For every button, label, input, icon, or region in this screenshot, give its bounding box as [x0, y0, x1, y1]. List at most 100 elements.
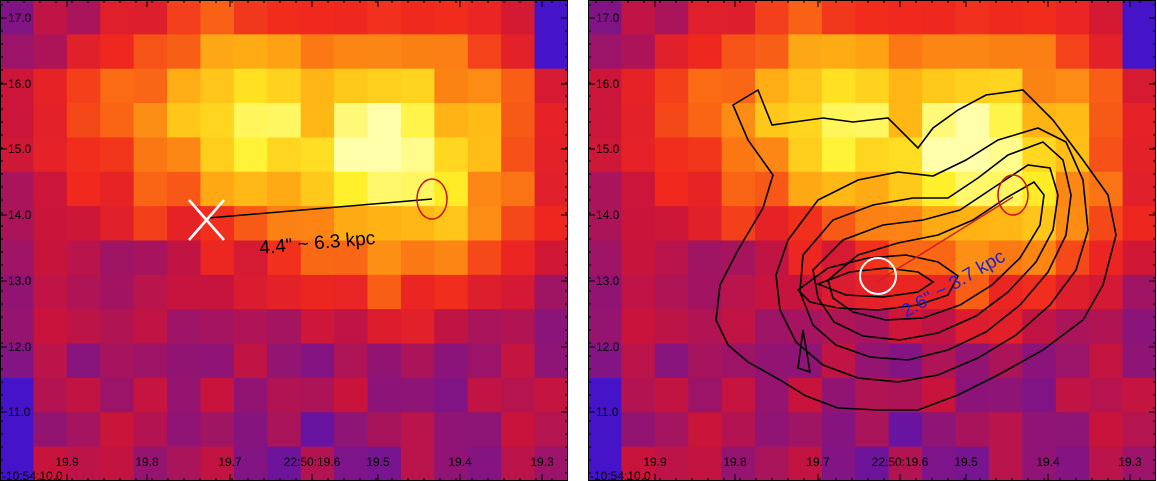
heatmap-pixel [300, 206, 335, 242]
heatmap-pixel [1122, 343, 1156, 379]
heatmap-pixel [100, 274, 135, 310]
heatmap-pixel [200, 137, 235, 173]
heatmap-pixel [688, 103, 723, 139]
heatmap-pixel [467, 171, 502, 207]
heatmap-pixel [133, 343, 168, 379]
heatmap-pixel [200, 171, 235, 207]
heatmap-pixel [588, 34, 623, 70]
dec-tick-label: 12.0 [8, 340, 32, 354]
heatmap-pixel [855, 377, 890, 413]
heatmap-pixel [988, 34, 1023, 70]
heatmap-pixel [66, 343, 101, 379]
heatmap-pixel [922, 103, 957, 139]
heatmap-pixel [0, 103, 35, 139]
heatmap-pixel [200, 34, 235, 70]
heatmap-pixel [621, 68, 656, 104]
x-marker [188, 199, 225, 241]
heatmap-pixel [33, 103, 68, 139]
heatmap-pixel [33, 309, 68, 345]
heatmap-pixel [534, 171, 568, 207]
heatmap-pixel [66, 274, 101, 310]
heatmap-pixel [400, 446, 435, 481]
heatmap-pixel [721, 206, 756, 242]
heatmap-pixel [33, 171, 68, 207]
heatmap-pixel [100, 68, 135, 104]
heatmap-pixel [133, 309, 168, 345]
heatmap-pixel [755, 343, 790, 379]
heatmap-pixel [1022, 446, 1057, 481]
heatmap-pixel [267, 274, 302, 310]
heatmap-pixel [1089, 0, 1124, 35]
heatmap-pixel [955, 68, 990, 104]
heatmap-pixel [1122, 0, 1156, 35]
heatmap-pixel [988, 274, 1023, 310]
heatmap-pixel [233, 206, 268, 242]
heatmap-pixel [0, 68, 35, 104]
heatmap-pixel [654, 343, 689, 379]
contour-8 [797, 329, 812, 374]
heatmap-pixel [588, 137, 623, 173]
heatmap-pixel [654, 0, 689, 35]
heatmap-pixel [588, 309, 623, 345]
heatmap-pixel [721, 171, 756, 207]
heatmap-pixel [988, 240, 1023, 276]
heatmap-pixel [1122, 103, 1156, 139]
heatmap-pixel [367, 137, 402, 173]
heatmap-pixel [200, 343, 235, 379]
heatmap-pixel [755, 0, 790, 35]
heatmap-pixel [1122, 412, 1156, 448]
heatmap-pixel [167, 34, 202, 70]
heatmap-pixel [688, 206, 723, 242]
heatmap-pixel [434, 377, 469, 413]
heatmap-pixel [654, 137, 689, 173]
heatmap-pixel [33, 240, 68, 276]
heatmap-pixel [33, 343, 68, 379]
heatmap-pixel [367, 68, 402, 104]
heatmap-pixel [1055, 343, 1090, 379]
heatmap-pixel [133, 103, 168, 139]
dec-tick-label: 11.0 [8, 405, 31, 419]
heatmap-pixel [66, 412, 101, 448]
heatmap-pixel [534, 274, 568, 310]
heatmap-pixel [721, 0, 756, 35]
heatmap-pixel [434, 103, 469, 139]
heatmap-pixel [334, 377, 369, 413]
heatmap-pixel [300, 240, 335, 276]
heatmap-pixel [167, 206, 202, 242]
heatmap-pixel [233, 171, 268, 207]
heatmap-pixel [367, 343, 402, 379]
heatmap-pixel [1089, 446, 1124, 481]
dec-tick-label: 14.0 [596, 208, 620, 222]
dec-tick-label: 13.0 [8, 274, 32, 288]
heatmap-pixel [955, 412, 990, 448]
heatmap-pixel [0, 240, 35, 276]
heatmap-pixel [888, 377, 923, 413]
heatmap-pixel [621, 412, 656, 448]
heatmap-pixel [66, 171, 101, 207]
heatmap-pixel [400, 137, 435, 173]
heatmap-pixel [133, 137, 168, 173]
heatmap-pixel [133, 171, 168, 207]
heatmap-pixel [33, 68, 68, 104]
heatmap-pixel [233, 0, 268, 35]
heatmap-pixel [1122, 274, 1156, 310]
heatmap-pixel [200, 206, 235, 242]
heatmap-pixel [334, 309, 369, 345]
heatmap-pixel [821, 309, 856, 345]
heatmap-pixel [233, 309, 268, 345]
heatmap-pixel [400, 240, 435, 276]
dec-tick-label: 12.0 [596, 340, 620, 354]
heatmap-pixel [100, 377, 135, 413]
heatmap-pixel [1055, 68, 1090, 104]
heatmap-pixel [467, 68, 502, 104]
heatmap-pixel [534, 103, 568, 139]
heatmap-pixel [33, 412, 68, 448]
heatmap-pixel [1122, 34, 1156, 70]
heatmap-pixel [200, 0, 235, 35]
heatmap-pixel [467, 103, 502, 139]
heatmap-pixel [1022, 68, 1057, 104]
heatmap-left [0, 0, 568, 481]
heatmap-pixel [334, 274, 369, 310]
heatmap-pixel [855, 412, 890, 448]
dec-tick-label: 15.0 [596, 142, 620, 156]
